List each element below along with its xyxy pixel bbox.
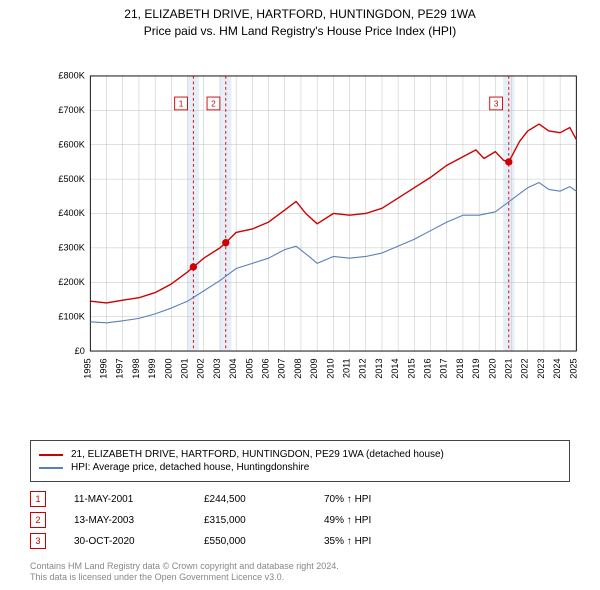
svg-text:£0: £0 [75,346,85,356]
chart-svg: £0 £100K £200K £300K £400K £500K £600K £700K £80… [50,50,580,410]
svg-text:1995: 1995 [82,358,92,378]
svg-text:2002: 2002 [196,358,206,378]
entry-price: £315,000 [204,515,324,526]
svg-text:2: 2 [211,100,216,109]
svg-text:£800K: £800K [58,71,84,81]
svg-text:2021: 2021 [504,358,514,378]
svg-text:£700K: £700K [58,105,84,115]
entry-marker: 3 [30,533,46,549]
chart-plot-area: £0 £100K £200K £300K £400K £500K £600K £700K £80… [50,50,580,410]
svg-text:2004: 2004 [228,358,238,378]
legend: 21, ELIZABETH DRIVE, HARTFORD, HUNTINGDO… [30,440,570,482]
entry-date: 11-MAY-2001 [74,494,204,505]
entry-marker: 1 [30,491,46,507]
svg-text:£300K: £300K [58,243,84,253]
svg-text:1999: 1999 [147,358,157,378]
price-entries: 1 11-MAY-2001 £244,500 70% ↑ HPI 2 13-MA… [30,486,570,554]
chart-container: 21, ELIZABETH DRIVE, HARTFORD, HUNTINGDO… [0,0,600,590]
entry-pct: 70% ↑ HPI [324,494,464,505]
legend-label: HPI: Average price, detached house, Hunt… [71,462,309,473]
svg-text:2008: 2008 [293,358,303,378]
svg-text:£500K: £500K [58,174,84,184]
entry-marker: 2 [30,512,46,528]
svg-text:£100K: £100K [58,311,84,321]
svg-text:2006: 2006 [261,358,271,378]
svg-text:1996: 1996 [99,358,109,378]
legend-item: 21, ELIZABETH DRIVE, HARTFORD, HUNTINGDO… [39,449,561,460]
svg-text:£600K: £600K [58,139,84,149]
title-line-2: Price paid vs. HM Land Registry's House … [0,23,600,40]
entry-date: 30-OCT-2020 [74,536,204,547]
svg-text:2019: 2019 [471,358,481,378]
legend-label: 21, ELIZABETH DRIVE, HARTFORD, HUNTINGDO… [71,449,444,460]
svg-text:2024: 2024 [552,358,562,378]
svg-text:2016: 2016 [423,358,433,378]
title-line-1: 21, ELIZABETH DRIVE, HARTFORD, HUNTINGDO… [0,6,600,23]
svg-text:3: 3 [494,100,499,109]
svg-text:2022: 2022 [520,358,530,378]
footer-attribution: Contains HM Land Registry data © Crown c… [30,561,570,584]
entry-pct: 35% ↑ HPI [324,536,464,547]
svg-text:2000: 2000 [163,358,173,378]
svg-text:2007: 2007 [277,358,287,378]
svg-text:2017: 2017 [439,358,449,378]
svg-text:1997: 1997 [115,358,125,378]
svg-text:1998: 1998 [131,358,141,378]
svg-text:2023: 2023 [536,358,546,378]
entry-price: £244,500 [204,494,324,505]
svg-text:£200K: £200K [58,277,84,287]
footer-line-1: Contains HM Land Registry data © Crown c… [30,561,570,573]
entry-price: £550,000 [204,536,324,547]
svg-text:2003: 2003 [212,358,222,378]
legend-swatch [39,454,63,456]
footer-line-2: This data is licensed under the Open Gov… [30,572,570,584]
svg-text:2005: 2005 [244,358,254,378]
svg-text:2011: 2011 [342,358,352,378]
svg-text:2001: 2001 [180,358,190,378]
svg-text:2014: 2014 [390,358,400,378]
svg-text:2010: 2010 [325,358,335,378]
legend-swatch [39,467,63,469]
svg-text:2013: 2013 [374,358,384,378]
svg-text:2015: 2015 [406,358,416,378]
svg-text:£400K: £400K [58,208,84,218]
title-block: 21, ELIZABETH DRIVE, HARTFORD, HUNTINGDO… [0,0,600,40]
svg-text:2020: 2020 [487,358,497,378]
price-entry-row: 1 11-MAY-2001 £244,500 70% ↑ HPI [30,491,570,507]
svg-text:1: 1 [179,100,184,109]
price-entry-row: 2 13-MAY-2003 £315,000 49% ↑ HPI [30,512,570,528]
legend-item: HPI: Average price, detached house, Hunt… [39,462,561,473]
svg-text:2025: 2025 [568,358,578,378]
entry-date: 13-MAY-2003 [74,515,204,526]
entry-pct: 49% ↑ HPI [324,515,464,526]
svg-text:2012: 2012 [358,358,368,378]
svg-text:2018: 2018 [455,358,465,378]
svg-text:2009: 2009 [309,358,319,378]
price-entry-row: 3 30-OCT-2020 £550,000 35% ↑ HPI [30,533,570,549]
